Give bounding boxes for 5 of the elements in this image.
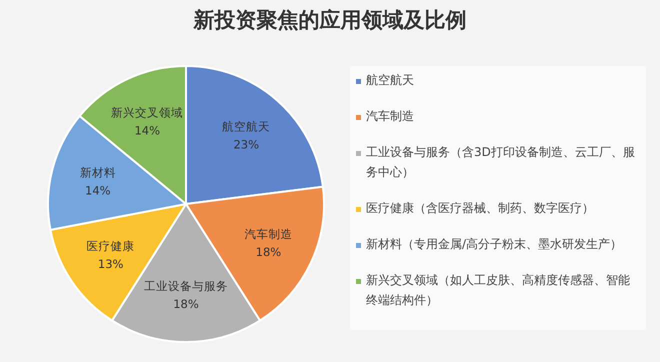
legend-label: 医疗健康（含医疗器械、制药、数字医疗）	[366, 200, 594, 217]
legend-label: 航空航天	[366, 72, 414, 89]
legend-label: 汽车制造	[366, 108, 414, 125]
title: 新投资聚焦的应用领域及比例	[192, 7, 468, 34]
legend-label: 新材料（专用金属/高分子粉末、墨水研发生产）	[366, 236, 622, 253]
